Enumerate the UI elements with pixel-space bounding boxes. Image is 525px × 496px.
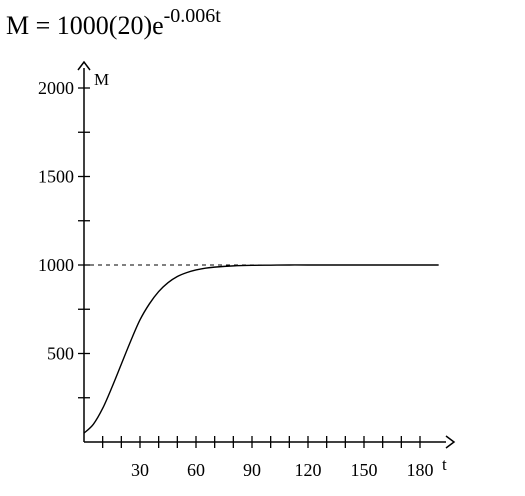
y-tick-label: 500: [47, 344, 74, 364]
x-tick-label: 180: [407, 460, 434, 480]
x-tick-label: 150: [351, 460, 378, 480]
x-tick-label: 90: [243, 460, 261, 480]
series-line-0: [83, 264, 439, 434]
x-axis-arrow: [445, 435, 456, 449]
x-axis-label: t: [442, 455, 447, 474]
y-tick-label: 1000: [38, 255, 74, 275]
y-axis-arrow: [77, 60, 91, 71]
x-tick-label: 120: [295, 460, 322, 480]
formula: M = 1000(20)e-0.006t: [6, 6, 221, 42]
y-tick-label: 1500: [38, 167, 74, 187]
formula-exponent: -0.006t: [163, 5, 221, 27]
x-tick-label: 60: [187, 460, 205, 480]
x-tick-label: 30: [131, 460, 149, 480]
y-axis-label: M: [94, 70, 109, 89]
y-tick-label: 2000: [38, 78, 74, 98]
formula-base: M = 1000(20)e: [6, 11, 164, 40]
